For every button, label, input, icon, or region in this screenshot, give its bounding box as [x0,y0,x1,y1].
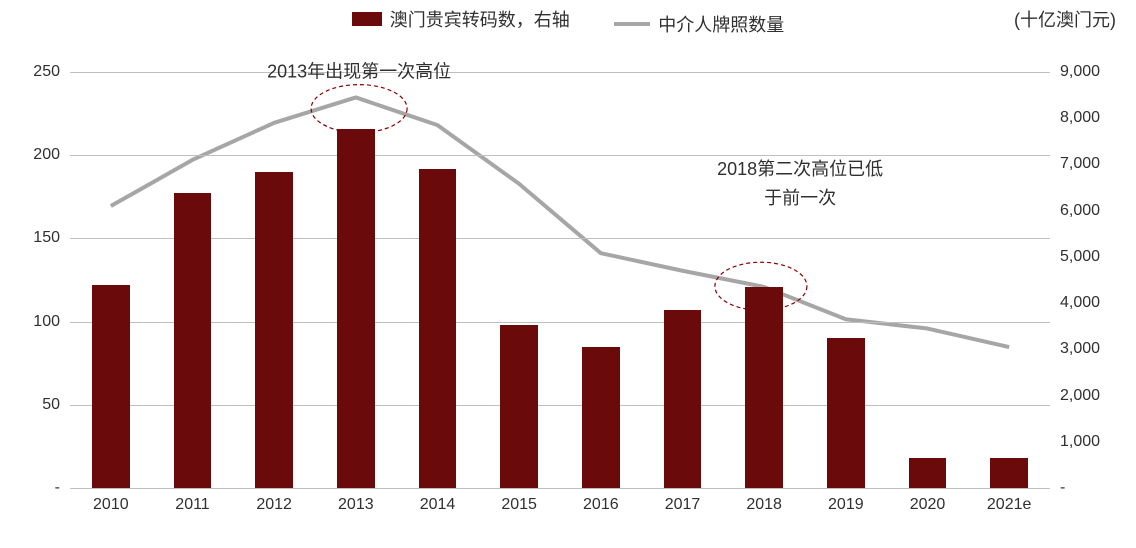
x-tick: 2010 [93,496,129,514]
annotation-text: 2013年出现第一次高位 [267,58,451,87]
gridline [70,238,1050,239]
y-left-tick: 150 [33,229,60,247]
x-tick: 2020 [910,496,946,514]
chart-container: 澳门贵宾转码数，右轴 中介人牌照数量 (十亿澳门元) -501001502002… [0,0,1136,548]
y-left-tick: 100 [33,313,60,331]
bar [500,325,538,488]
legend-item-line: 中介人牌照数量 [614,11,784,37]
line-svg [70,72,1050,488]
bar [745,287,783,488]
legend: 澳门贵宾转码数，右轴 中介人牌照数量 [0,6,1136,37]
line-series [111,97,1009,347]
y-right-tick: 9,000 [1060,63,1100,81]
gridline [70,322,1050,323]
gridline [70,155,1050,156]
legend-swatch-bar [352,12,382,26]
x-tick: 2016 [583,496,619,514]
y-right-tick: 1,000 [1060,433,1100,451]
bar [827,338,865,488]
y-left-tick: 50 [42,396,60,414]
bar [92,285,130,488]
bar [664,310,702,488]
y-right-tick: 4,000 [1060,294,1100,312]
x-tick: 2014 [420,496,456,514]
annotation-text: 2018第二次高位已低于前一次 [717,156,883,214]
y-right-tick: 8,000 [1060,109,1100,127]
y-left-tick: 250 [33,63,60,81]
x-tick: 2015 [501,496,537,514]
x-tick: 2021e [987,496,1032,514]
y-right-tick: 2,000 [1060,387,1100,405]
y-right-tick: 7,000 [1060,155,1100,173]
x-tick: 2019 [828,496,864,514]
bar [582,347,620,488]
x-tick: 2018 [746,496,782,514]
y-right-tick: 3,000 [1060,340,1100,358]
y-right-tick: - [1060,479,1065,497]
unit-label: (十亿澳门元) [1014,6,1116,32]
plot-area: -50100150200250-1,0002,0003,0004,0005,00… [70,72,1050,488]
gridline [70,72,1050,73]
y-right-tick: 6,000 [1060,202,1100,220]
bar [990,458,1028,488]
y-right-tick: 5,000 [1060,248,1100,266]
x-tick: 2012 [256,496,292,514]
x-tick: 2011 [175,496,209,514]
bar [337,129,375,488]
legend-swatch-line [614,22,650,26]
gridline [70,488,1050,489]
bar [419,169,457,488]
gridline [70,405,1050,406]
x-tick: 2017 [665,496,701,514]
legend-item-bar: 澳门贵宾转码数，右轴 [352,6,570,32]
bar [174,193,212,488]
x-tick: 2013 [338,496,374,514]
y-left-tick: - [55,479,60,497]
bar [909,458,947,488]
y-left-tick: 200 [33,146,60,164]
legend-label-line: 中介人牌照数量 [658,11,784,37]
bar [255,172,293,488]
legend-label-bar: 澳门贵宾转码数，右轴 [390,6,570,32]
